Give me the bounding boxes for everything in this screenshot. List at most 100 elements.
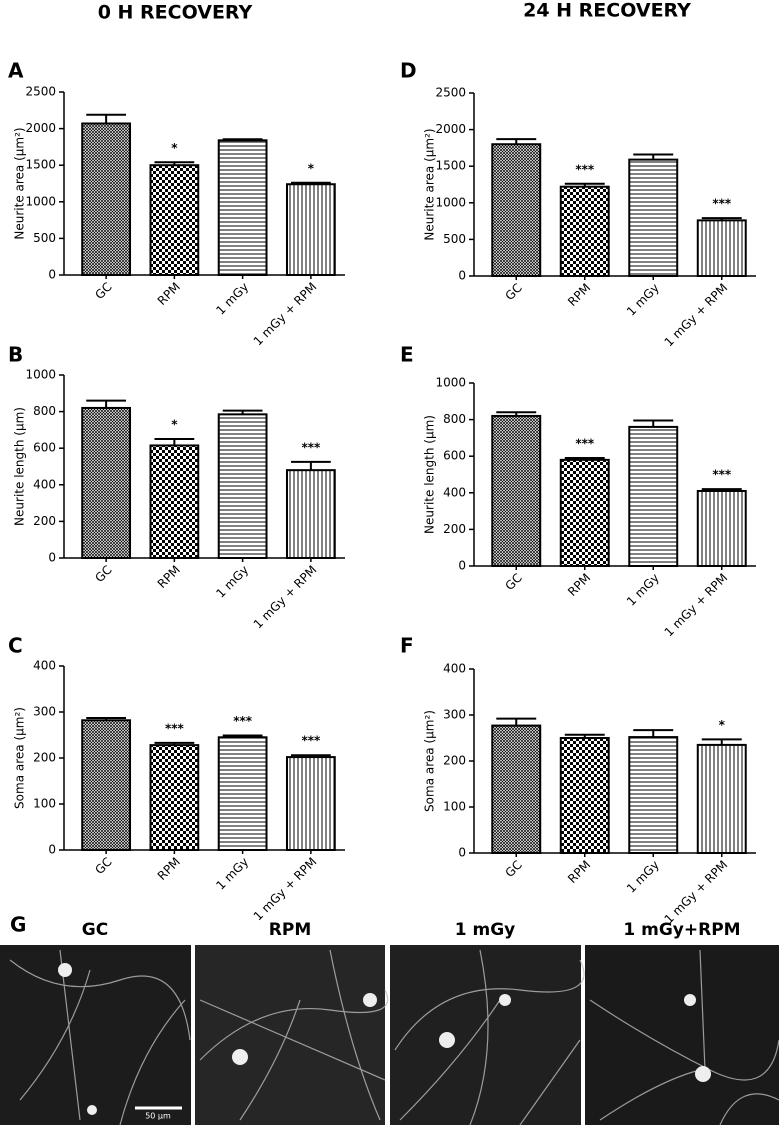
bar	[81, 406, 132, 559]
significance: *	[719, 718, 726, 732]
y-tick-label: 800	[443, 412, 466, 426]
y-tick-label: 0	[48, 843, 56, 857]
chart: B Neurite length (µm) 0 200 400 600 800 1000 GC *…	[8, 343, 345, 632]
x-tick-label: RPM	[565, 571, 593, 599]
panel-label: G	[10, 913, 26, 937]
y-tick-label: 500	[33, 231, 56, 245]
image-title: 1 mGy+RPM	[623, 920, 740, 940]
chart: A Neurite area (µm²) 0 500 1000 1500 2000 2500 G…	[8, 59, 345, 349]
panel-label: C	[8, 634, 23, 658]
x-tick-label: GC	[502, 571, 524, 593]
chart: D Neurite area (µm²) 0 500 1000 1500 2000 2500 G…	[400, 59, 756, 350]
y-tick-label: 200	[33, 514, 56, 528]
significance: ***	[575, 162, 595, 176]
y-tick-label: 200	[443, 754, 466, 768]
y-tick-label: 800	[33, 404, 56, 418]
x-tick-label: GC	[502, 858, 524, 880]
y-tick-label: 2000	[25, 121, 56, 135]
bar	[285, 469, 336, 559]
y-tick-label: 100	[33, 797, 56, 811]
y-axis-label: Neurite area (µm²)	[423, 128, 437, 240]
significance: ***	[712, 197, 732, 211]
significance: *	[308, 161, 315, 175]
y-tick-label: 2500	[435, 86, 466, 100]
x-tick-label: 1 mGy + RPM	[662, 281, 731, 350]
x-tick-label: 1 mGy	[213, 855, 251, 893]
bar	[696, 489, 747, 567]
bar	[81, 122, 132, 276]
y-tick-label: 300	[443, 708, 466, 722]
panel-label: A	[8, 59, 24, 83]
column-header: 24 H RECOVERY	[523, 0, 691, 22]
panel-label: F	[400, 634, 414, 658]
x-tick-label: GC	[92, 563, 114, 585]
image-title: 1 mGy	[455, 920, 516, 940]
y-axis-label: Soma area (µm²)	[13, 707, 27, 809]
y-tick-label: 400	[443, 662, 466, 676]
x-tick-label: 1 mGy + RPM	[251, 855, 320, 924]
y-tick-label: 0	[48, 268, 56, 282]
bar	[491, 724, 542, 855]
y-axis-label: Neurite area (µm²)	[13, 127, 27, 239]
x-tick-label: RPM	[565, 281, 593, 309]
y-tick-label: 1500	[435, 159, 466, 173]
bar	[217, 413, 268, 559]
x-tick-label: 1 mGy + RPM	[251, 280, 320, 349]
y-tick-label: 1500	[25, 158, 56, 172]
y-tick-label: 200	[443, 522, 466, 536]
y-tick-label: 0	[458, 269, 466, 283]
chart: C Soma area (µm²) 0 100 200 300 400 GC *** RPM ***…	[8, 634, 345, 924]
y-tick-label: 1000	[435, 376, 466, 390]
panel-label: B	[8, 343, 23, 367]
y-tick-label: 1000	[25, 194, 56, 208]
bar	[559, 458, 610, 567]
significance: ***	[575, 437, 595, 451]
significance: ***	[712, 468, 732, 482]
x-tick-label: RPM	[155, 855, 183, 883]
y-tick-label: 1000	[435, 195, 466, 209]
y-tick-label: 500	[443, 232, 466, 246]
y-tick-label: 1000	[25, 368, 56, 382]
bar	[285, 183, 336, 276]
x-tick-label: 1 mGy	[624, 571, 662, 609]
y-tick-label: 0	[458, 846, 466, 860]
bar	[559, 185, 610, 277]
chart: E Neurite length (µm) 0 200 400 600 800 1000 GC *…	[400, 343, 756, 640]
x-tick-label: RPM	[155, 280, 183, 308]
y-tick-label: 100	[443, 800, 466, 814]
scale-bar-label: 50 µm	[145, 1112, 171, 1121]
y-tick-label: 0	[48, 551, 56, 565]
x-tick-label: 1 mGy + RPM	[662, 571, 731, 640]
y-axis-label: Neurite length (µm)	[13, 407, 27, 526]
y-tick-label: 2500	[25, 85, 56, 99]
bar	[149, 164, 200, 276]
y-tick-label: 0	[458, 559, 466, 573]
significance: ***	[301, 440, 321, 454]
y-axis-label: Neurite length (µm)	[423, 415, 437, 534]
y-tick-label: 300	[33, 705, 56, 719]
y-tick-label: 400	[33, 477, 56, 491]
y-tick-label: 400	[33, 659, 56, 673]
chart: F Soma area (µm²) 0 100 200 300 400 GC RPM 1 mGy *…	[400, 634, 756, 926]
bar	[696, 219, 747, 277]
x-tick-label: RPM	[565, 858, 593, 886]
x-tick-label: GC	[92, 280, 114, 302]
bar	[628, 158, 679, 277]
panel-label: E	[400, 343, 414, 367]
y-tick-label: 200	[33, 751, 56, 765]
y-tick-label: 600	[33, 441, 56, 455]
y-axis-label: Soma area (µm²)	[423, 710, 437, 812]
bar	[491, 143, 542, 277]
image-title: RPM	[269, 920, 311, 940]
significance: ***	[233, 714, 253, 728]
micrograph	[390, 945, 581, 1125]
bar	[217, 139, 268, 276]
y-tick-label: 600	[443, 449, 466, 463]
bar	[217, 736, 268, 851]
micrograph	[585, 945, 779, 1125]
image-title: GC	[82, 920, 108, 940]
x-tick-label: 1 mGy	[213, 563, 251, 601]
significance: ***	[165, 721, 185, 735]
x-tick-label: 1 mGy + RPM	[251, 563, 320, 632]
